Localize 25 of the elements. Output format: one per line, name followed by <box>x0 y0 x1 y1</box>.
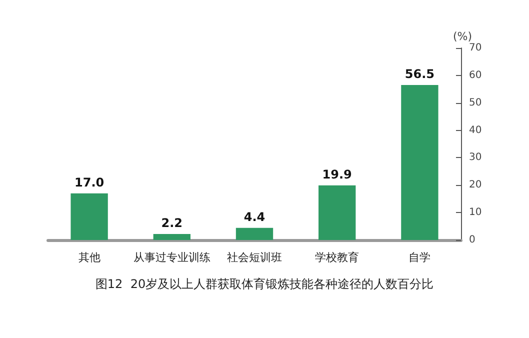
y-axis-title: (%) <box>453 30 472 43</box>
caption: 图12 20岁及以上人群获取体育锻炼技能各种途径的人数百分比 <box>95 277 434 291</box>
x-tick-label: 学校教育 <box>315 251 360 264</box>
x-tick-label: 从事过专业训练 <box>133 251 210 264</box>
bar <box>70 193 108 240</box>
bar <box>236 228 274 240</box>
bar <box>153 234 190 240</box>
bar <box>318 185 356 240</box>
y-tick-label: 20 <box>469 180 482 191</box>
y-tick-label: 0 <box>469 234 476 246</box>
x-tick-label: 自学 <box>408 251 431 264</box>
data-label: 19.9 <box>322 167 352 182</box>
y-tick-label: 30 <box>469 152 482 164</box>
data-label: 56.5 <box>404 67 435 82</box>
bar <box>401 85 438 240</box>
y-tick-label: 60 <box>469 70 482 81</box>
y-tick-label: 10 <box>469 207 482 218</box>
data-label: 2.2 <box>161 216 183 230</box>
y-tick-label: 50 <box>469 97 482 108</box>
data-label: 4.4 <box>244 210 266 224</box>
x-tick-label: 社会短训班 <box>227 251 282 264</box>
y-tick-label: 40 <box>469 124 482 136</box>
data-label: 17.0 <box>74 175 104 190</box>
y-tick-label: 70 <box>469 42 482 54</box>
x-tick-label: 其他 <box>78 251 100 264</box>
